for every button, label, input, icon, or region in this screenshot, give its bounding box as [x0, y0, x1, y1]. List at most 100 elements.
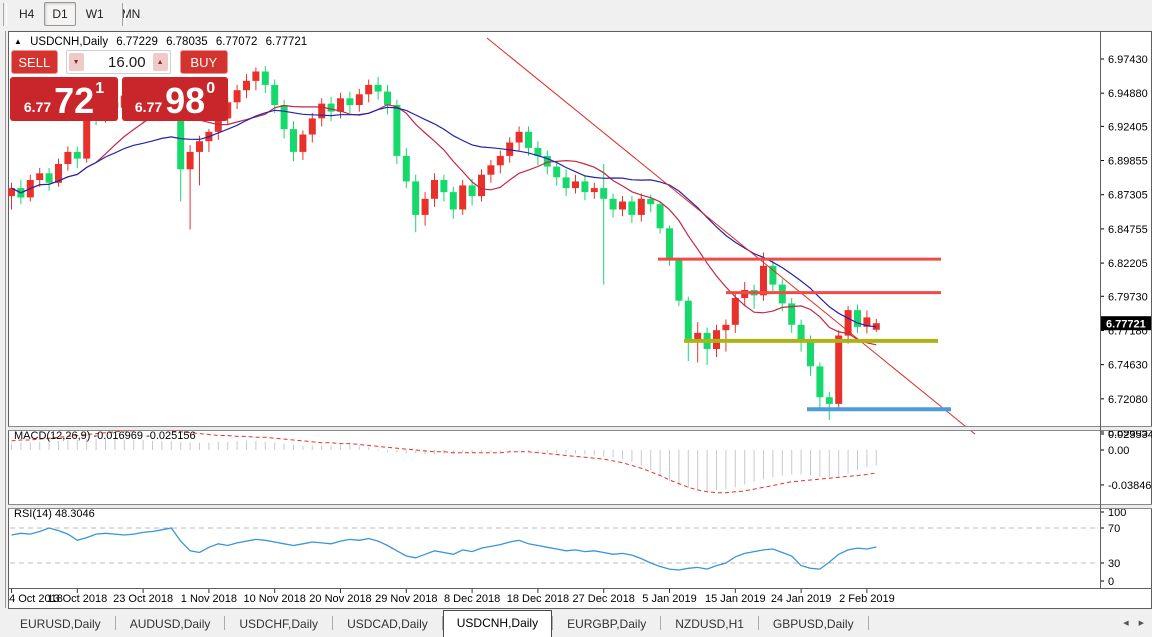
trendline[interactable] — [486, 37, 976, 435]
svg-text:6.84755: 6.84755 — [1108, 224, 1148, 236]
toolbar-separator — [122, 3, 126, 26]
svg-text:10 Nov 2018: 10 Nov 2018 — [244, 593, 306, 605]
svg-text:6.74630: 6.74630 — [1108, 360, 1148, 372]
toolbar-separator — [3, 3, 7, 26]
tab-usdcad-daily[interactable]: USDCAD,Daily — [347, 617, 428, 631]
svg-text:24 Jan 2019: 24 Jan 2019 — [771, 593, 832, 605]
tab-separator — [757, 616, 759, 630]
svg-text:0: 0 — [1108, 576, 1114, 588]
svg-text:5 Jan 2019: 5 Jan 2019 — [642, 593, 696, 605]
tab-usdcnh-daily[interactable]: USDCNH,Daily — [442, 610, 553, 637]
date-axis-divider — [8, 588, 1152, 589]
moving-averages — [11, 104, 877, 346]
ohlc-close: 6.77721 — [265, 36, 308, 48]
svg-text:29 Nov 2018: 29 Nov 2018 — [375, 593, 437, 605]
svg-text:-0.038466: -0.038466 — [1108, 480, 1152, 492]
price-axis-divider — [1100, 32, 1101, 588]
chart-title: ▲ USDCNH,Daily 6.77229 6.78035 6.77072 6… — [14, 36, 312, 48]
spinner-up-icon: ▲ — [156, 58, 164, 66]
ohlc-low: 6.77072 — [215, 36, 258, 48]
pane-splitter-rsi[interactable] — [8, 504, 1152, 509]
buy-button[interactable]: BUY — [179, 50, 228, 74]
tab-separator — [332, 616, 334, 630]
svg-text:15 Jan 2019: 15 Jan 2019 — [705, 593, 766, 605]
one-click-trading-panel: SELL ▼ ▲ BUY 6.77 72 1 6.77 98 0 — [10, 50, 228, 121]
ohlc-high: 6.78035 — [166, 36, 208, 48]
buy-price-button[interactable]: 6.77 98 0 — [122, 77, 228, 121]
svg-text:2 Feb 2019: 2 Feb 2019 — [839, 593, 895, 605]
svg-text:6.97430: 6.97430 — [1108, 54, 1148, 66]
buy-price-base: 6.77 — [134, 99, 163, 115]
svg-text:23 Oct 2018: 23 Oct 2018 — [113, 593, 173, 605]
current-price-badge: 6.77721 — [1101, 316, 1151, 331]
svg-text:6.79730: 6.79730 — [1108, 291, 1148, 303]
volume-decrease-button[interactable]: ▼ — [68, 53, 84, 71]
svg-text:0.00: 0.00 — [1108, 445, 1129, 457]
tab-gbpusd-daily[interactable]: GBPUSD,Daily — [772, 617, 854, 631]
pane-splitter-macd[interactable] — [8, 426, 1152, 431]
price-axis: 6.97430 6.94880 6.92405 6.89855 6.87305 6.847… — [1100, 54, 1148, 439]
volume-input[interactable] — [85, 51, 151, 73]
sell-button[interactable]: SELL — [11, 50, 58, 74]
ohlc-open: 6.77229 — [116, 36, 158, 48]
svg-text:6.92405: 6.92405 — [1108, 121, 1148, 133]
macd-pane: 0.023534 0.00 -0.038466 — [11, 429, 1152, 494]
tab-nzdusd-h1[interactable]: NZDUSD,H1 — [675, 617, 744, 631]
chart-window — [8, 31, 1152, 609]
chart-objects — [486, 37, 976, 435]
window-edge — [5, 31, 6, 608]
tab-separator — [660, 616, 662, 630]
timeframe-h4-button[interactable]: H4 — [19, 7, 35, 21]
tab-separator — [224, 616, 226, 630]
timeframe-w1-button[interactable]: W1 — [85, 7, 104, 21]
buy-price-pipette: 0 — [206, 80, 216, 97]
tab-scroll-left-icon[interactable]: ◀ — [1123, 620, 1129, 627]
tab-usdchf-daily[interactable]: USDCHF,Daily — [239, 617, 319, 631]
timeframe-d1-button[interactable]: D1 — [44, 2, 76, 26]
volume-box: ▼ ▲ — [65, 50, 171, 74]
svg-text:6.77721: 6.77721 — [1106, 319, 1146, 331]
buy-price-pips: 98 — [165, 80, 206, 122]
svg-text:70: 70 — [1108, 523, 1120, 535]
svg-text:27 Dec 2018: 27 Dec 2018 — [573, 593, 635, 605]
timeframe-buttons: H4 D1 W1 MN — [10, 2, 149, 26]
sell-price-button[interactable]: 6.77 72 1 — [10, 77, 118, 121]
symbol-tab-bar: EURUSD,Daily AUDUSD,Daily USDCHF,Daily USDC… — [0, 609, 1152, 637]
svg-text:8 Dec 2018: 8 Dec 2018 — [444, 593, 500, 605]
rsi-label: RSI(14) 48.3046 — [14, 508, 95, 520]
sell-price-base: 6.77 — [23, 99, 52, 115]
svg-text:13 Oct 2018: 13 Oct 2018 — [47, 593, 107, 605]
svg-text:0.023534: 0.023534 — [1108, 429, 1152, 441]
rsi-pane: 100 70 30 0 — [10, 507, 1126, 588]
collapse-panel-icon[interactable]: ▲ — [14, 37, 22, 46]
tab-separator — [441, 616, 443, 630]
volume-increase-button[interactable]: ▲ — [152, 53, 168, 71]
sell-price-pipette: 1 — [95, 80, 105, 97]
svg-text:100: 100 — [1108, 507, 1126, 519]
tab-separator — [114, 616, 116, 630]
symbol-tabs: EURUSD,Daily AUDUSD,Daily USDCHF,Daily USDC… — [0, 609, 1152, 637]
svg-text:4 Oct 2018: 4 Oct 2018 — [9, 593, 63, 605]
svg-text:30: 30 — [1108, 558, 1120, 570]
tab-scroll-buttons: ◀ ▶ — [1119, 619, 1148, 627]
tab-separator — [552, 616, 554, 630]
svg-text:20 Nov 2018: 20 Nov 2018 — [309, 593, 371, 605]
tab-scroll-right-icon[interactable]: ▶ — [1138, 620, 1144, 627]
svg-text:6.89855: 6.89855 — [1108, 156, 1148, 168]
timeframe-mn-button[interactable]: MN — [121, 7, 141, 21]
timeframe-toolbar: H4 D1 W1 MN — [0, 0, 1152, 30]
chart-symbol-period: USDCNH,Daily — [30, 36, 109, 48]
svg-text:6.87305: 6.87305 — [1108, 190, 1148, 202]
tab-eurusd-daily[interactable]: EURUSD,Daily — [20, 617, 101, 631]
tab-separator — [867, 616, 869, 630]
macd-label: MACD(12,26,9) -0.016969 -0.025156 — [14, 430, 196, 442]
spinner-down-icon: ▼ — [72, 58, 80, 66]
svg-text:6.72080: 6.72080 — [1108, 394, 1148, 406]
svg-text:18 Dec 2018: 18 Dec 2018 — [507, 593, 569, 605]
svg-text:6.94880: 6.94880 — [1108, 88, 1148, 100]
tab-audusd-daily[interactable]: AUDUSD,Daily — [129, 617, 211, 631]
svg-text:1 Nov 2018: 1 Nov 2018 — [181, 593, 237, 605]
tab-eurgbp-daily[interactable]: EURGBP,Daily — [567, 617, 647, 631]
